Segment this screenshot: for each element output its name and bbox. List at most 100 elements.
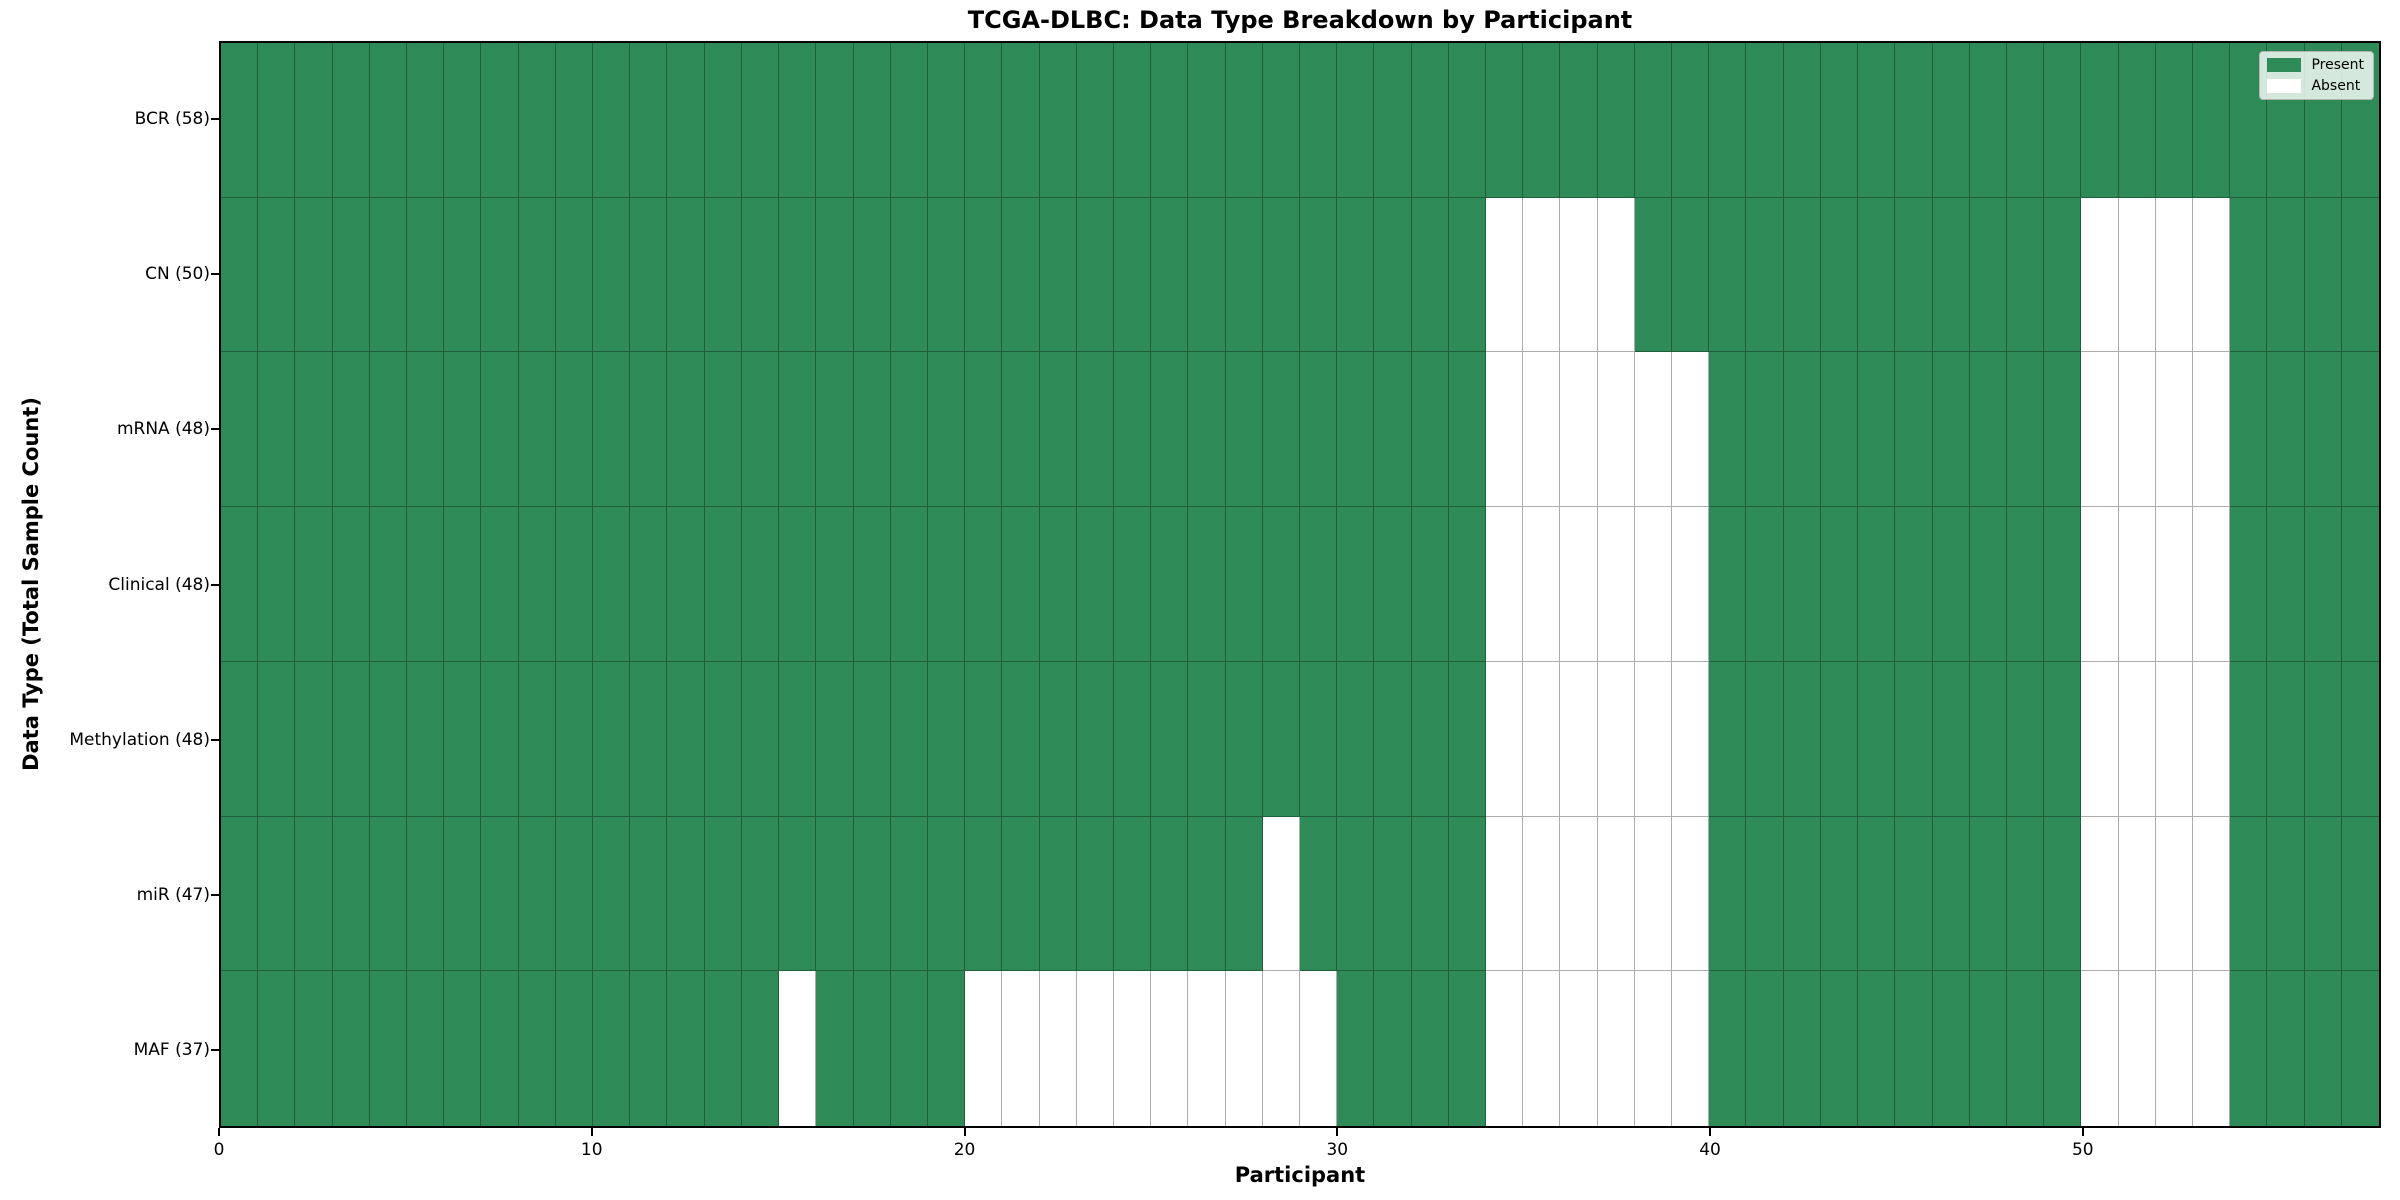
heatmap-cell — [369, 43, 408, 198]
heatmap-cell — [369, 816, 408, 972]
heatmap-cell — [2118, 43, 2156, 198]
heatmap-cell — [1560, 661, 1598, 817]
x-tick-mark — [1709, 1128, 1712, 1136]
heatmap-cell — [2230, 971, 2268, 1126]
heatmap-cell — [481, 661, 519, 817]
heatmap-cell — [2230, 352, 2268, 508]
heatmap-cell — [630, 197, 668, 353]
heatmap-cell — [2155, 971, 2193, 1126]
heatmap-cell — [555, 352, 594, 508]
heatmap-cell — [1411, 43, 1449, 198]
heatmap-cell — [2267, 507, 2305, 662]
heatmap-cell — [444, 352, 482, 508]
heatmap-cell — [1448, 352, 1487, 508]
legend-item: Present — [2267, 57, 2364, 73]
y-tick-mark — [211, 272, 219, 275]
heatmap-cell — [1672, 816, 1710, 972]
heatmap-cell — [965, 507, 1003, 662]
heatmap-cell — [704, 507, 742, 662]
heatmap-cell — [2267, 971, 2305, 1126]
heatmap-cell — [853, 352, 891, 508]
heatmap-cell — [1039, 816, 1077, 972]
heatmap-cell — [555, 816, 594, 972]
heatmap-cell — [1151, 507, 1189, 662]
heatmap-cell — [927, 43, 966, 198]
heatmap-cell — [593, 507, 631, 662]
heatmap-cell — [1374, 352, 1412, 508]
heatmap-cell — [1969, 816, 2007, 972]
heatmap-cell — [258, 971, 296, 1126]
heatmap-cell — [1895, 507, 1933, 662]
heatmap-cell — [2192, 352, 2231, 508]
heatmap-cell — [1486, 507, 1524, 662]
heatmap-cell — [1002, 197, 1040, 353]
heatmap-cell — [1411, 816, 1449, 972]
heatmap-cell — [1225, 971, 1263, 1126]
heatmap-cell — [1746, 197, 1784, 353]
legend-swatch-absent — [2267, 79, 2302, 93]
heatmap-cell — [1337, 352, 1375, 508]
heatmap-cell — [1188, 197, 1226, 353]
heatmap-cell — [2304, 352, 2342, 508]
x-tick-label: 40 — [1699, 1140, 1721, 1160]
heatmap-cell — [221, 197, 259, 353]
heatmap-cell — [1969, 352, 2007, 508]
heatmap-cell — [853, 661, 891, 817]
heatmap-cell — [1932, 661, 1970, 817]
heatmap-cell — [1113, 661, 1152, 817]
heatmap-cell — [407, 352, 445, 508]
heatmap-cell — [555, 971, 594, 1126]
heatmap-cell — [2044, 661, 2082, 817]
heatmap-cell — [332, 816, 370, 972]
heatmap-cell — [1039, 971, 1077, 1126]
heatmap-cell — [2341, 352, 2379, 508]
heatmap-cell — [407, 971, 445, 1126]
heatmap-cell — [221, 661, 259, 817]
heatmap-cell — [444, 507, 482, 662]
heatmap-cell — [704, 816, 742, 972]
heatmap-cell — [1262, 43, 1300, 198]
heatmap-grid — [221, 43, 2379, 1126]
heatmap-cell — [1002, 971, 1040, 1126]
heatmap-cell — [1969, 197, 2007, 353]
heatmap-cell — [1709, 43, 1747, 198]
heatmap-cell — [407, 816, 445, 972]
heatmap-cell — [667, 816, 705, 972]
plot-area: Present Absent — [219, 41, 2381, 1128]
heatmap-cell — [890, 816, 928, 972]
heatmap-cell — [927, 352, 966, 508]
heatmap-cell — [2267, 816, 2305, 972]
heatmap-cell — [1746, 661, 1784, 817]
heatmap-cell — [1672, 43, 1710, 198]
heatmap-cell — [1337, 43, 1375, 198]
heatmap-cell — [2081, 971, 2119, 1126]
heatmap-cell — [295, 352, 333, 508]
heatmap-cell — [295, 507, 333, 662]
heatmap-cell — [704, 43, 742, 198]
heatmap-cell — [2192, 43, 2231, 198]
heatmap-cell — [1560, 197, 1598, 353]
heatmap-cell — [1820, 507, 1859, 662]
heatmap-cell — [1188, 661, 1226, 817]
heatmap-cell — [1076, 661, 1114, 817]
heatmap-cell — [1300, 661, 1338, 817]
heatmap-cell — [2081, 507, 2119, 662]
heatmap-cell — [779, 352, 817, 508]
heatmap-cell — [1783, 352, 1821, 508]
heatmap-cell — [1709, 661, 1747, 817]
heatmap-cell — [816, 971, 854, 1126]
heatmap-cell — [1523, 352, 1561, 508]
heatmap-cell — [2006, 352, 2045, 508]
heatmap-cell — [2006, 816, 2045, 972]
y-tick-label: Clinical (48) — [108, 574, 210, 595]
heatmap-cell — [1039, 352, 1077, 508]
heatmap-cell — [1746, 971, 1784, 1126]
heatmap-cell — [779, 43, 817, 198]
heatmap-cell — [1672, 197, 1710, 353]
heatmap-cell — [630, 661, 668, 817]
heatmap-cell — [1039, 661, 1077, 817]
heatmap-cell — [1895, 43, 1933, 198]
heatmap-cell — [2192, 816, 2231, 972]
heatmap-cell — [444, 43, 482, 198]
heatmap-cell — [1076, 507, 1114, 662]
